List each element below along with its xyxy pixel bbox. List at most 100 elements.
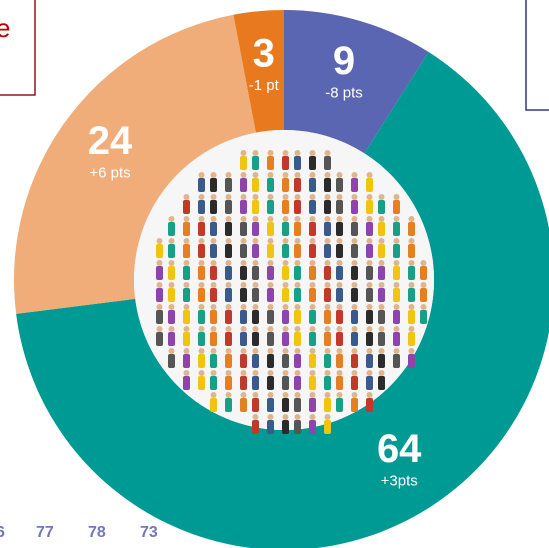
crowd-head [295, 194, 301, 200]
crowd-head [310, 392, 316, 398]
crowd-figure [210, 178, 217, 192]
crowd-figure [282, 354, 289, 368]
crowd-head [199, 282, 205, 288]
crowd-figure [324, 376, 331, 390]
crowd-figure [183, 244, 190, 258]
crowd-head [226, 370, 232, 376]
crowd-head [379, 370, 385, 376]
crowd-figure [225, 222, 232, 236]
crowd-head [211, 392, 217, 398]
crowd-figure [198, 266, 205, 280]
crowd-figure [378, 354, 385, 368]
crowd-head [268, 150, 274, 156]
crowd-figure [336, 222, 343, 236]
crowd-figure [420, 310, 427, 324]
crowd-figure [309, 288, 316, 302]
crowd-figure [198, 200, 205, 214]
crowd-head [379, 326, 385, 332]
crowd-head [253, 392, 259, 398]
crowd-head [409, 260, 415, 266]
crowd-head [283, 238, 289, 244]
crowd-figure [351, 376, 358, 390]
crowd-head [253, 326, 259, 332]
crowd-figure [309, 310, 316, 324]
crowd-figure [294, 178, 301, 192]
crowd-head [367, 326, 373, 332]
crowd-head [199, 348, 205, 354]
crowd-figure [408, 266, 415, 280]
crowd-figure [210, 376, 217, 390]
crowd-figure [393, 310, 400, 324]
crowd-figure [267, 200, 274, 214]
crowd-figure [183, 222, 190, 236]
crowd-head [367, 370, 373, 376]
crowd-figure [210, 222, 217, 236]
crowd-figure [351, 266, 358, 280]
crowd-figure [294, 244, 301, 258]
crowd-head [310, 348, 316, 354]
crowd-head [325, 370, 331, 376]
crowd-figure [210, 244, 217, 258]
crowd-head [379, 304, 385, 310]
crowd-head [241, 172, 247, 178]
crowd-head [241, 194, 247, 200]
crowd-figure [294, 420, 301, 434]
crowd-head [199, 260, 205, 266]
crowd-head [283, 282, 289, 288]
crowd-head [337, 304, 343, 310]
crowd-head [184, 194, 190, 200]
crowd-head [367, 282, 373, 288]
crowd-head [199, 370, 205, 376]
crowd-head [310, 260, 316, 266]
crowd-figure [336, 354, 343, 368]
crowd-figure [324, 288, 331, 302]
change-label: +3pts [381, 472, 418, 489]
crowd-figure [252, 244, 259, 258]
crowd-figure [225, 244, 232, 258]
crowd-figure [420, 288, 427, 302]
crowd-head [211, 348, 217, 354]
crowd-head [253, 370, 259, 376]
crowd-figure [393, 244, 400, 258]
crowd-head [379, 194, 385, 200]
crowd-figure [168, 244, 175, 258]
crowd-figure [240, 200, 247, 214]
value-label: 9 [333, 39, 355, 83]
crowd-head [337, 392, 343, 398]
crowd-figure [366, 332, 373, 346]
crowd-figure [252, 156, 259, 170]
crowd-head [310, 370, 316, 376]
crowd-figure [240, 376, 247, 390]
crowd-head [199, 216, 205, 222]
crowd-figure [252, 398, 259, 412]
crowd-head [226, 348, 232, 354]
crowd-head [352, 238, 358, 244]
crowd-figure [336, 244, 343, 258]
crowd-figure [324, 420, 331, 434]
crowd-figure [240, 156, 247, 170]
crowd-figure [240, 222, 247, 236]
crowd-head [352, 392, 358, 398]
crowd-head [184, 348, 190, 354]
crowd-head [325, 414, 331, 420]
crowd-head [241, 392, 247, 398]
crowd-head [241, 238, 247, 244]
crowd-figure [168, 332, 175, 346]
crowd-figure [282, 266, 289, 280]
crowd-figure [393, 288, 400, 302]
crowd-head [409, 238, 415, 244]
crowd-figure [366, 266, 373, 280]
crowd-figure [309, 156, 316, 170]
footer-number: 73 [140, 524, 158, 541]
crowd-head [352, 194, 358, 200]
crowd-figure [252, 178, 259, 192]
crowd-figure [309, 354, 316, 368]
crowd-head [295, 216, 301, 222]
crowd-head [283, 216, 289, 222]
crowd-head [211, 282, 217, 288]
value-label: 64 [377, 427, 422, 471]
crowd-figure [324, 156, 331, 170]
crowd-figure [198, 310, 205, 324]
crowd-head [367, 194, 373, 200]
crowd-head [184, 216, 190, 222]
